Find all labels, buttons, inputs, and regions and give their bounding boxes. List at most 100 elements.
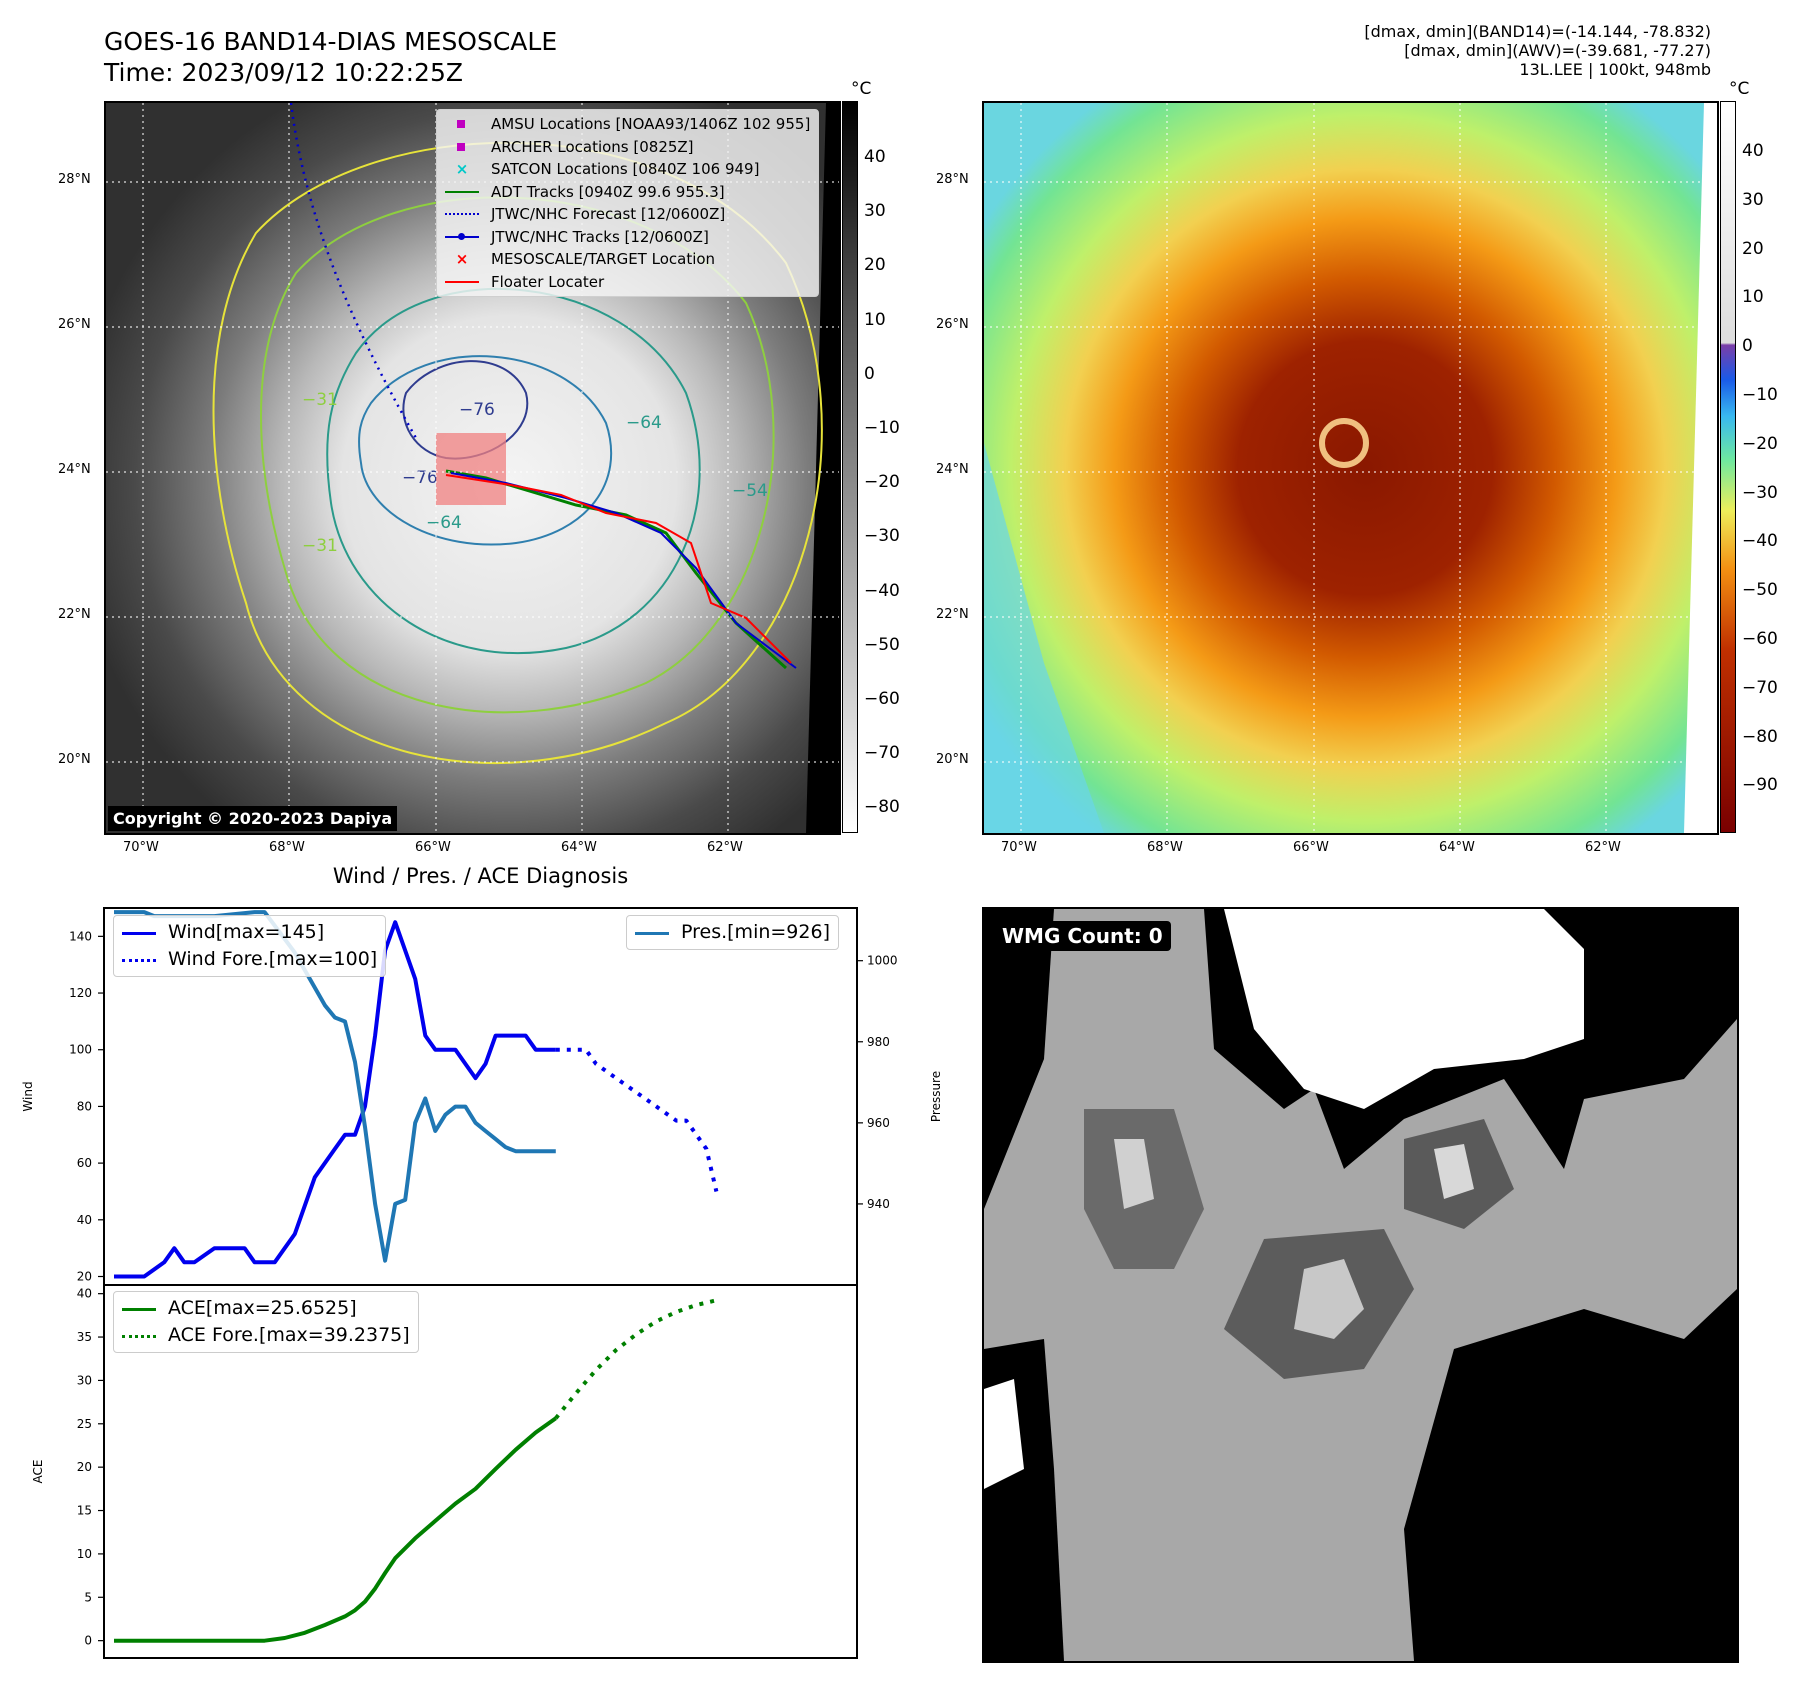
y-tick-label: 20	[77, 1460, 92, 1474]
legend-label: AMSU Locations [NOAA93/1406Z 102 955]	[491, 115, 811, 133]
latitude-label: 20°N	[936, 752, 969, 767]
y-tick-label: 40	[77, 1287, 92, 1301]
y-tick-label: 140	[69, 929, 92, 943]
colorbar-tick-label: 0	[864, 363, 875, 384]
latitude-label: 28°N	[58, 172, 91, 187]
legend-item: ADT Tracks [0940Z 99.6 955.3]	[445, 181, 810, 204]
legend-item: Wind Fore.[max=100]	[122, 946, 377, 973]
latitude-label: 26°N	[58, 317, 91, 332]
y-tick-label: 40	[77, 1213, 92, 1227]
legend-label: ACE Fore.[max=39.2375]	[168, 1324, 410, 1346]
contour-label: −54	[732, 481, 768, 501]
colorbar-tick-label: −50	[864, 634, 900, 655]
legend-item: JTWC/NHC Tracks [12/0600Z]	[445, 226, 810, 249]
longitude-label: 70°W	[123, 840, 159, 855]
longitude-label: 68°W	[269, 840, 305, 855]
longitude-label: 64°W	[561, 840, 597, 855]
series-line	[114, 1416, 557, 1643]
colorbar-tick-label: 20	[864, 255, 886, 276]
legend-label: JTWC/NHC Tracks [12/0600Z]	[491, 227, 709, 246]
colorbar-tick-label: −20	[1742, 433, 1778, 454]
legend-label: Wind[max=145]	[168, 921, 325, 943]
legend-item: Floater Locater	[445, 271, 810, 294]
x-marker-icon: ×	[455, 160, 469, 179]
colorbar-tick-label: −80	[1742, 726, 1778, 747]
dotted-line-icon	[122, 954, 156, 966]
mesoscale-target-box	[436, 433, 506, 505]
colorbar-tick-label: −30	[864, 526, 900, 547]
legend-label: SATCON Locations [0840Z 106 949]	[491, 160, 760, 178]
longitude-label: 62°W	[1585, 840, 1621, 855]
longitude-label: 66°W	[1293, 840, 1329, 855]
y-tick-label: 30	[77, 1373, 92, 1387]
y2-tick-label: 1000	[867, 954, 898, 968]
colorbar-tick-label: −50	[1742, 580, 1778, 601]
info-line-1: [dmax, dmin](BAND14)=(-14.144, -78.832)	[1364, 22, 1711, 41]
colorbar-tick-label: 40	[864, 147, 886, 167]
diag-title: Wind / Pres. / ACE Diagnosis	[332, 864, 629, 888]
latitude-label: 22°N	[936, 607, 969, 622]
copyright-label: Copyright © 2020-2023 Dapiya	[108, 806, 398, 831]
dotted-line-icon	[445, 208, 479, 220]
latitude-label: 24°N	[936, 462, 969, 477]
latitude-label: 28°N	[936, 172, 969, 187]
y-tick-label: 100	[69, 1043, 92, 1057]
colorbar-tick-label: −70	[1742, 677, 1778, 698]
longitude-label: 68°W	[1147, 840, 1183, 855]
solid-line-icon	[445, 276, 479, 288]
colorbar-tick-label: −20	[864, 472, 900, 493]
y2-tick-label: 940	[867, 1197, 890, 1211]
latitude-label: 22°N	[58, 607, 91, 622]
colorbar-tick-label: 40	[1742, 141, 1764, 161]
colorbar-tick-label: 10	[864, 309, 886, 330]
colorbar-tick-label: −10	[864, 418, 900, 438]
awv-eye	[1319, 418, 1369, 468]
y-tick-label: 5	[84, 1590, 92, 1604]
latitude-label: 20°N	[58, 752, 91, 767]
legend-item: ACE[max=25.6525]	[122, 1295, 410, 1322]
y2-tick-label: 960	[867, 1116, 890, 1130]
solid-line-icon	[122, 927, 156, 939]
colorbar-tick-label: 30	[1742, 189, 1764, 210]
y-tick-label: 25	[77, 1417, 92, 1431]
contour-label: −31	[302, 536, 338, 556]
series-line	[114, 910, 556, 1263]
longitude-label: 62°W	[707, 840, 743, 855]
square-marker-icon	[445, 118, 479, 130]
legend-label: Pres.[min=926]	[681, 921, 830, 943]
colorbar-tick-label: −10	[1742, 385, 1778, 405]
contour-label: −76	[459, 400, 495, 420]
ir-legend: AMSU Locations [NOAA93/1406Z 102 955] AR…	[436, 109, 820, 297]
colorbar-tick-label: −80	[864, 797, 900, 818]
y2-tick-label: 980	[867, 1035, 890, 1049]
title-line-2: Time: 2023/09/12 10:22:25Z	[104, 58, 463, 87]
wmg-count-badge: WMG Count: 0	[994, 921, 1171, 951]
colorbar-tick-label: −90	[1742, 775, 1778, 796]
series-line	[554, 1298, 717, 1420]
ir-colorbar-unit: °C	[851, 79, 872, 99]
solid-line-icon	[635, 927, 669, 939]
ir-satellite-panel: −31 −76 −64 −54 −76 −64 −31 AMSU Locatio…	[104, 101, 841, 835]
pressure-legend: Pres.[min=926]	[626, 915, 839, 950]
colorbar-tick-label: −30	[1742, 482, 1778, 503]
dotted-line-icon	[122, 1330, 156, 1342]
y-tick-label: 0	[84, 1634, 92, 1648]
y-tick-label: 35	[77, 1330, 92, 1344]
colorbar-tick-label: −60	[864, 689, 900, 709]
wind-legend: Wind[max=145] Wind Fore.[max=100]	[113, 915, 387, 977]
info-line-2: [dmax, dmin](AWV)=(-39.681, -77.27)	[1404, 41, 1711, 60]
y-axis-label: ACE	[31, 1460, 45, 1484]
awv-colorbar-unit: °C	[1729, 79, 1750, 99]
colorbar-tick-label: −60	[1742, 629, 1778, 649]
colorbar-tick-label: −40	[864, 580, 900, 601]
legend-label: ADT Tracks [0940Z 99.6 955.3]	[491, 182, 725, 201]
y-axis-label: Wind	[21, 1081, 35, 1111]
legend-item: ACE Fore.[max=39.2375]	[122, 1322, 410, 1349]
legend-item: JTWC/NHC Forecast [12/0600Z]	[445, 203, 810, 226]
latitude-label: 26°N	[936, 317, 969, 332]
longitude-label: 70°W	[1001, 840, 1037, 855]
square-marker-icon	[445, 141, 479, 153]
title-line-1: GOES-16 BAND14-DIAS MESOSCALE	[104, 27, 558, 56]
colorbar-tick-label: −70	[864, 743, 900, 764]
legend-label: ARCHER Locations [0825Z]	[491, 137, 694, 156]
